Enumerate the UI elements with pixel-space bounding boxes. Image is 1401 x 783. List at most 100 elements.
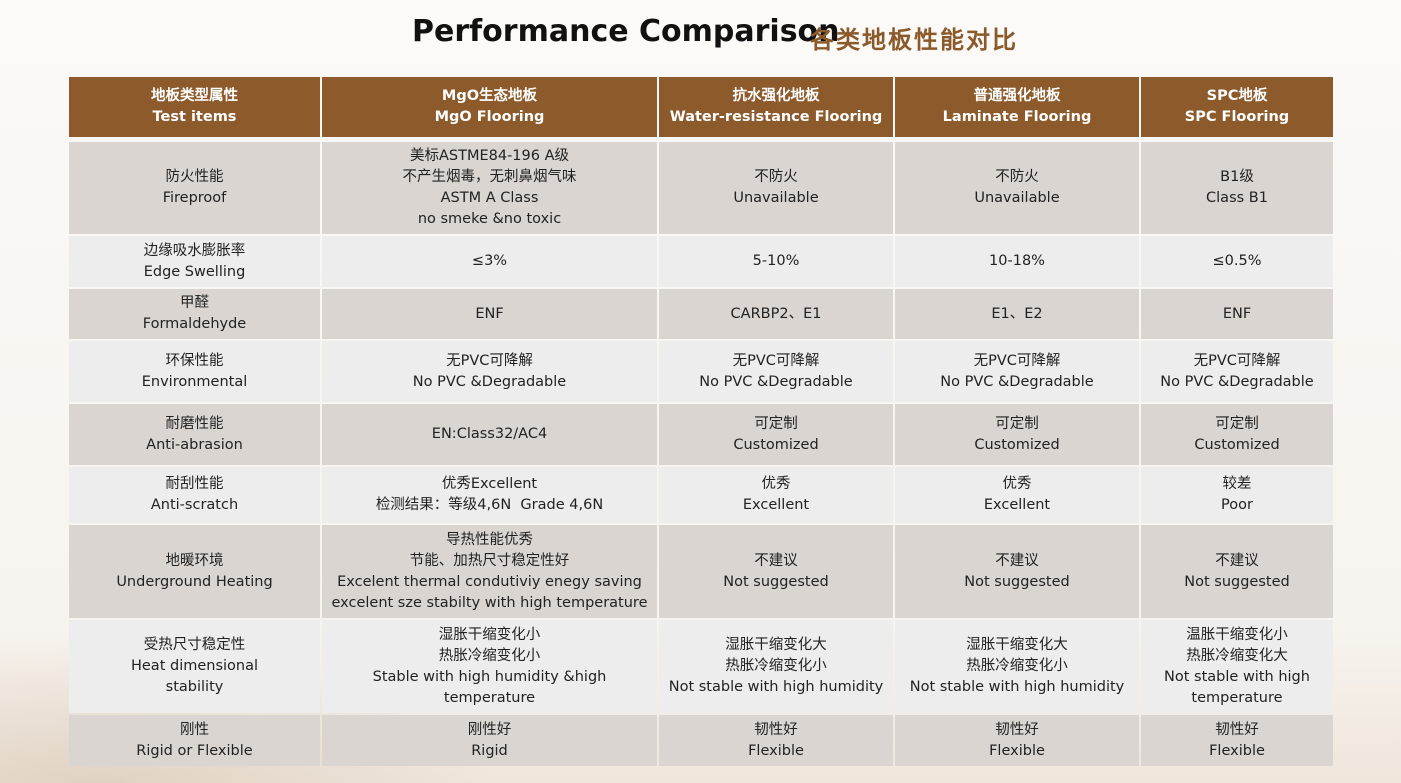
cell-line: 韧性好 [754, 721, 798, 738]
cell-line: no smeke &no toxic [417, 211, 562, 227]
cell-line: 热胀冷缩变化大 [1186, 647, 1288, 664]
cell-line: Anti-scratch [150, 497, 239, 513]
cell-line: 环保性能 [165, 352, 224, 369]
header-cell: SPC地板 SPC Flooring [1141, 77, 1333, 137]
table-cell: 防火性能 Fireproof [69, 142, 320, 234]
table-cell: 不防火 Unavailable [895, 142, 1139, 234]
table-cell: 湿胀干缩变化大 热胀冷缩变化小 Not stable with high humid… [659, 620, 893, 713]
cell-line: 检测结果：等级4,6N Grade 4,6N [375, 497, 604, 513]
table-cell: 韧性好 Flexible [1141, 715, 1333, 766]
cell-line: Not stable with high [1164, 668, 1310, 685]
cell-line: 美标ASTME84-196 A级 [409, 148, 570, 164]
cell-line: Stable with high humidity &high [372, 668, 607, 685]
title: Performance Comparison [412, 14, 840, 49]
table-cell: 耐刮性能 Anti-scratch [69, 467, 320, 523]
cell-line: ≤0.5% [1212, 253, 1262, 269]
cell-line: Unavailable [974, 190, 1060, 206]
header-cell: 普通强化地板 Laminate Flooring [895, 77, 1139, 137]
cell-line: 刚性 [180, 721, 209, 738]
cell-line: 较差 [1222, 476, 1252, 492]
cell-line: 5-10% [752, 253, 800, 269]
cell-line: Flexible [989, 742, 1045, 759]
cell-line: 可定制 [754, 415, 798, 432]
cell-line: 受热尺寸稳定性 [143, 637, 246, 653]
cell-line: 热胀冷缩变化小 [966, 658, 1068, 674]
cell-line: Environmental [141, 373, 248, 390]
cell-line: 地板类型属性 [151, 88, 238, 104]
table-cell: EN:Class32/AC4 [322, 404, 657, 465]
cell-line: Anti-abrasion [146, 436, 243, 453]
table-cell: ≤3% [322, 236, 657, 287]
cell-line: 可定制 [1215, 415, 1259, 432]
table-cell: 优秀Excellent 检测结果：等级4,6N Grade 4,6N [322, 467, 657, 523]
table-cell: ENF [322, 289, 657, 339]
cell-line: 优秀Excellent [441, 476, 538, 492]
cell-line: Excellent [742, 497, 810, 513]
table-cell: 不建议 Not suggested [895, 525, 1139, 618]
table-cell: 刚性 Rigid or Flexible [69, 715, 320, 766]
cell-line: 优秀 [761, 476, 791, 492]
table-cell: ENF [1141, 289, 1333, 339]
cell-line: 耐刮性能 [165, 476, 224, 492]
cell-line: 刚性好 [467, 721, 512, 738]
cell-line: 温胀干缩变化小 [1186, 626, 1288, 643]
subtitle: 各类地板性能对比 [810, 26, 1018, 54]
cell-line: Not suggested [723, 573, 829, 590]
table-cell: 无PVC可降解 No PVC &Degradable [659, 341, 893, 402]
cell-line: 不产生烟毒，无刺鼻烟气味 [402, 169, 577, 185]
cell-line: Underground Heating [116, 573, 273, 590]
cell-line: Fireproof [162, 190, 227, 206]
cell-line: 抗水强化地板 [732, 88, 820, 104]
table-cell: 受热尺寸稳定性 Heat dimensional stability [69, 620, 320, 713]
table-cell: 地暖环境 Underground Heating [69, 525, 320, 618]
cell-line: Customized [1194, 436, 1280, 453]
cell-line: Flexible [748, 742, 804, 759]
cell-line: CARBP2、E1 [730, 305, 822, 322]
cell-line: Water-resistance Flooring [669, 109, 883, 125]
cell-line: 韧性好 [995, 721, 1039, 738]
cell-line: MgO Flooring [434, 109, 545, 125]
table-cell: 韧性好 Flexible [659, 715, 893, 766]
table-cell: ≤0.5% [1141, 236, 1333, 287]
table-cell: 环保性能 Environmental [69, 341, 320, 402]
table-cell: CARBP2、E1 [659, 289, 893, 339]
cell-line: Not stable with high humidity [668, 679, 884, 695]
cell-line: Excelent thermal condutiviy enegy saving [337, 573, 642, 590]
cell-line: MgO生态地板 [441, 88, 538, 104]
table-cell: E1、E2 [895, 289, 1139, 339]
cell-line: Test items [152, 109, 237, 125]
table-cell: 较差 Poor [1141, 467, 1333, 523]
table-cell: 湿胀干缩变化小 热胀冷缩变化小 Stable with high humidity … [322, 620, 657, 713]
table-cell: 优秀 Excellent [895, 467, 1139, 523]
cell-line: 防火性能 [165, 169, 224, 185]
cell-line: SPC地板 [1206, 88, 1268, 104]
table-cell: B1级 Class B1 [1141, 142, 1333, 234]
cell-line: 热胀冷缩变化小 [725, 658, 827, 674]
cell-line: 优秀 [1002, 476, 1032, 492]
cell-line: 无PVC可降解 [446, 352, 533, 369]
cell-line: 节能、加热尺寸稳定性好 [409, 552, 570, 569]
cell-line: 韧性好 [1215, 721, 1259, 738]
cell-line: Poor [1221, 497, 1253, 513]
table-cell: 不建议 Not suggested [1141, 525, 1333, 618]
cell-line: Unavailable [733, 190, 819, 206]
table-cell: 优秀 Excellent [659, 467, 893, 523]
cell-line: No PVC &Degradable [699, 373, 853, 390]
table-cell: 10-18% [895, 236, 1139, 287]
table-cell: 韧性好 Flexible [895, 715, 1139, 766]
cell-line: 普通强化地板 [973, 88, 1061, 104]
cell-line: No PVC &Degradable [940, 373, 1094, 390]
table-cell: 可定制 Customized [659, 404, 893, 465]
cell-line: 不建议 [754, 552, 798, 569]
cell-line: stability [165, 679, 224, 695]
cell-line: Not stable with high humidity [909, 679, 1125, 695]
cell-line: 耐磨性能 [165, 415, 224, 432]
cell-line: 可定制 [995, 415, 1039, 432]
header-cell: MgO生态地板 MgO Flooring [322, 77, 657, 137]
cell-line: 甲醛 [180, 295, 209, 311]
table-cell: 无PVC可降解 No PVC &Degradable [895, 341, 1139, 402]
table-cell: 温胀干缩变化小 热胀冷缩变化大 Not stable with high temper… [1141, 620, 1333, 713]
table-cell: 不建议 Not suggested [659, 525, 893, 618]
cell-line: excelent sze stabilty with high temperat… [331, 594, 648, 611]
